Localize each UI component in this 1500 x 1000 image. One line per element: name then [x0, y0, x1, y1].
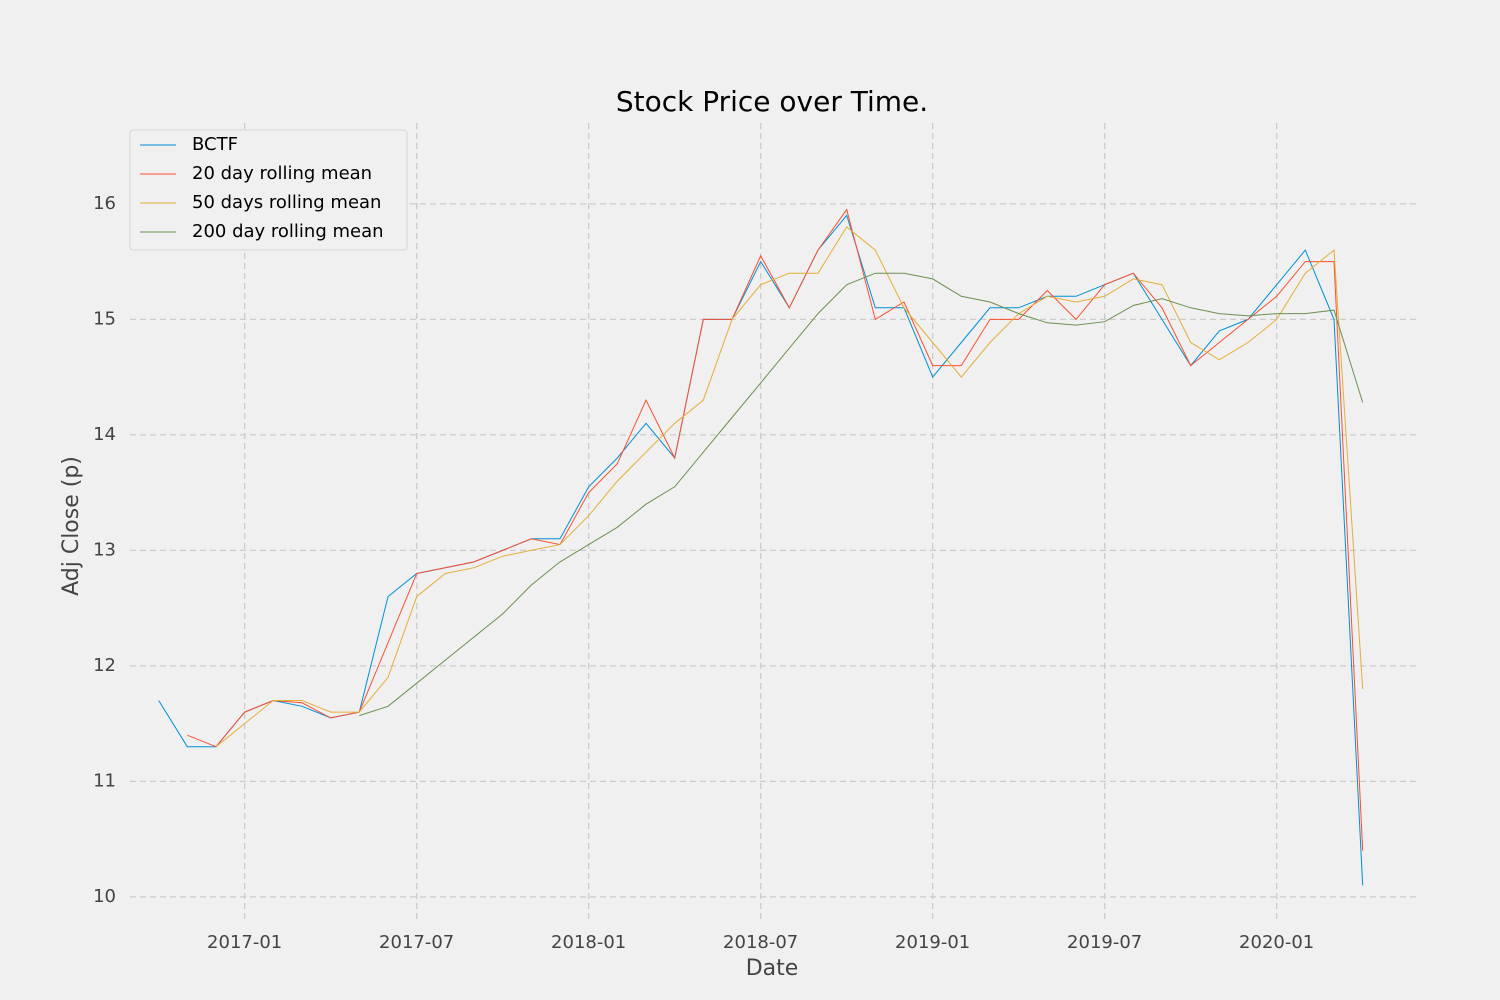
y-tick-label: 12 [93, 655, 116, 676]
data-line [215, 226, 1364, 748]
x-tick-label: 2019-01 [895, 932, 970, 953]
legend-label: BCTF [192, 134, 238, 155]
legend-label: 200 day rolling mean [192, 221, 384, 242]
y-tick-label: 10 [93, 886, 116, 907]
data-line [359, 272, 1364, 717]
legend-label: 50 days rolling mean [192, 192, 381, 213]
x-tick-label: 2017-07 [379, 932, 454, 953]
x-tick-label: 2020-01 [1239, 932, 1314, 953]
y-tick-label: 11 [93, 770, 116, 791]
x-tick-label: 2018-01 [551, 932, 626, 953]
y-axis-label: Adj Close (p) [59, 456, 84, 596]
x-axis-label: Date [746, 956, 799, 981]
y-tick-label: 15 [93, 308, 116, 329]
chart-title: Stock Price over Time. [616, 85, 928, 118]
y-tick-label: 14 [93, 424, 116, 445]
y-tick-label: 13 [93, 539, 116, 560]
x-tick-label: 2019-07 [1067, 932, 1142, 953]
legend: BCTF 20 day rolling mean 50 days rolling m… [129, 129, 408, 251]
y-tick-label: 16 [93, 193, 116, 214]
data-line [187, 208, 1364, 851]
x-tick-label: 2018-07 [723, 932, 798, 953]
legend-label: 20 day rolling mean [192, 163, 372, 184]
x-tick-label: 2017-01 [207, 932, 282, 953]
legend-box [129, 129, 408, 251]
